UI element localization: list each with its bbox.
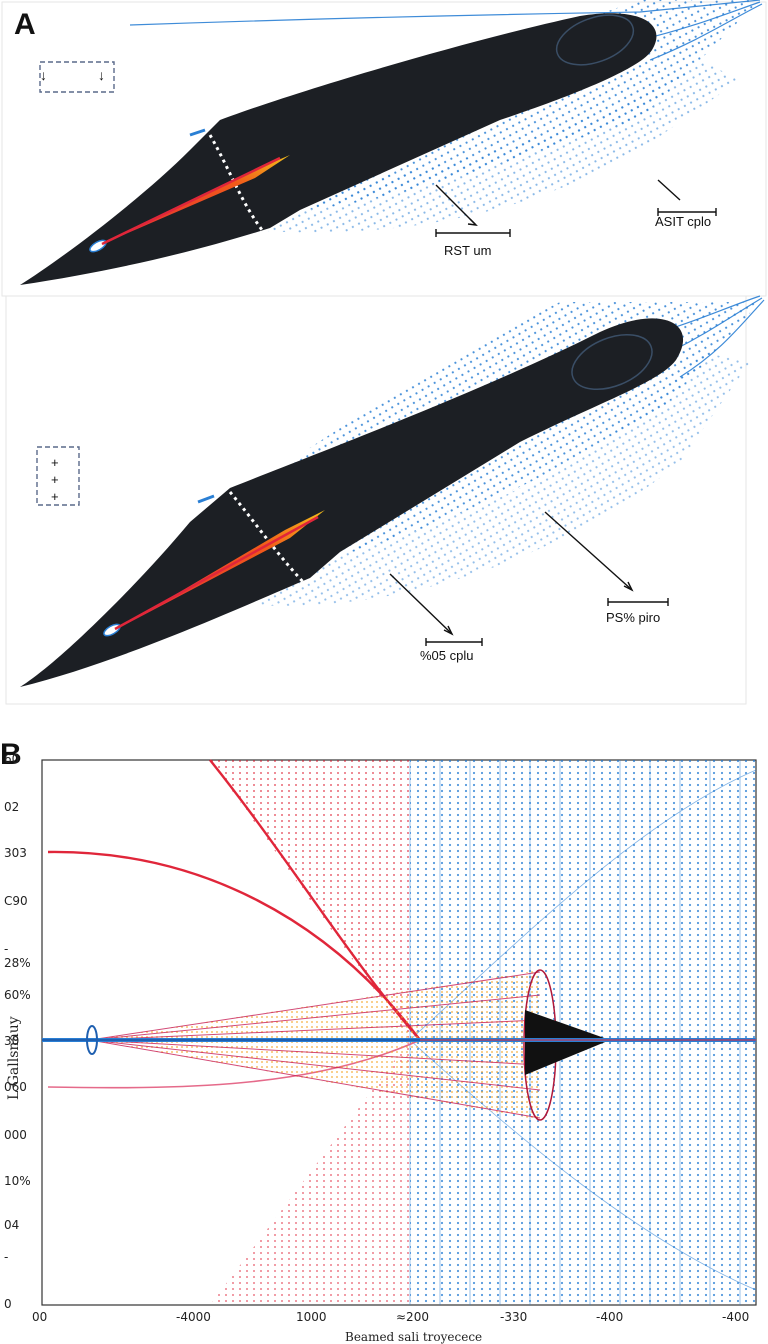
- panel-b-plot: [41, 759, 757, 1306]
- y-tick: 60%: [4, 988, 31, 1002]
- legend-symbol: +: [51, 472, 59, 487]
- annotation-label: %05 cplu: [420, 648, 474, 663]
- y-tick: 60: [4, 752, 20, 766]
- x-tick: -400: [722, 1310, 750, 1324]
- annotation-label: PS% piro: [606, 610, 661, 625]
- x-tick: -400: [596, 1310, 624, 1324]
- panel-a-letter: A: [14, 8, 36, 41]
- annotation-label: ASIT cplo: [655, 214, 712, 229]
- panel-b-letter: B: [0, 738, 22, 771]
- y-tick: 02: [4, 800, 20, 814]
- y-tick: 0: [4, 1297, 12, 1311]
- x-tick: -330: [500, 1310, 528, 1324]
- legend-box: [39, 61, 115, 93]
- legend-symbol: +: [51, 489, 59, 504]
- projectile-body: [20, 318, 684, 687]
- x-tick: ≈200: [396, 1310, 429, 1324]
- cone: [90, 970, 540, 1120]
- legend-symbol: +: [51, 455, 59, 470]
- x-tick: 1000: [296, 1310, 327, 1324]
- y-tick: -: [4, 1250, 9, 1264]
- projectile-tip: [525, 1010, 610, 1075]
- legend-symbol: ↓: [40, 67, 47, 83]
- y-tick: - 28%: [4, 942, 31, 970]
- panel-a-upper-illustration: [1, 0, 767, 297]
- panel-a-lower-illustration: [5, 295, 765, 705]
- y-tick: 060: [4, 1080, 27, 1094]
- x-tick: 00: [32, 1310, 48, 1324]
- y-tick: 303: [4, 846, 27, 860]
- y-tick: C90: [4, 894, 28, 908]
- x-axis-title: Beamed sali troyecece: [345, 1330, 483, 1344]
- y-tick: 04: [4, 1218, 20, 1232]
- y-tick: 10%: [4, 1174, 31, 1188]
- y-tick: 000: [4, 1128, 27, 1142]
- y-tick: 30: [4, 1034, 20, 1048]
- legend-symbol: ↓: [98, 67, 105, 83]
- x-tick: -4000: [176, 1310, 211, 1324]
- legend-box: [36, 446, 80, 506]
- red-field: [210, 760, 410, 1040]
- annotation-label: RST um: [444, 243, 492, 258]
- y-axis-title: L Gallsnauy: [6, 1016, 22, 1100]
- projectile-body: [20, 13, 657, 286]
